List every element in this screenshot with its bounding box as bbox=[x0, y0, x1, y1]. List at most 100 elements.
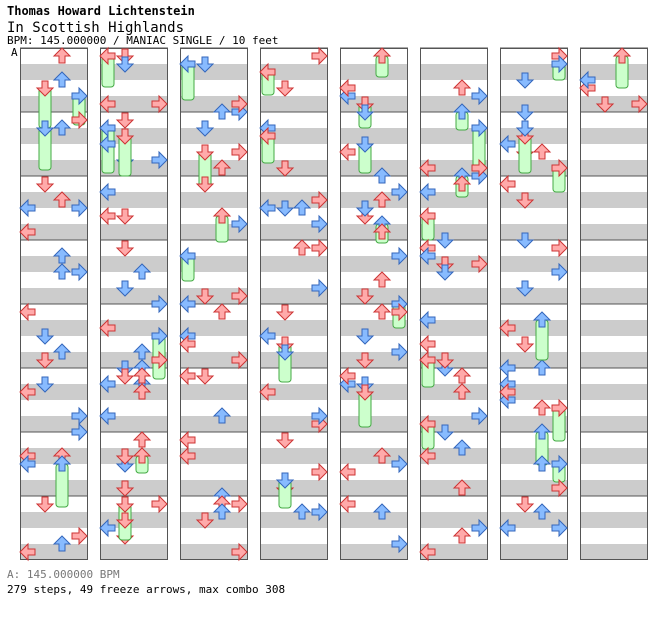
beat-stripe bbox=[260, 256, 328, 272]
step-arrow-right bbox=[71, 110, 88, 130]
step-arrow-down bbox=[515, 232, 535, 249]
step-arrow-down bbox=[515, 280, 535, 297]
beat-stripe bbox=[260, 288, 328, 304]
beat-stripe bbox=[420, 192, 488, 208]
beat-stripe bbox=[340, 160, 408, 176]
step-arrow-right bbox=[231, 494, 248, 514]
step-arrow-up bbox=[372, 447, 392, 464]
beat-stripe bbox=[260, 320, 328, 336]
step-arrow-down bbox=[35, 328, 55, 345]
beat-stripe bbox=[580, 384, 648, 400]
beat-stripe bbox=[20, 480, 88, 496]
beat-stripe bbox=[180, 512, 248, 528]
step-arrow-down bbox=[275, 344, 295, 361]
beat-stripe bbox=[340, 288, 408, 304]
beat-stripe bbox=[180, 192, 248, 208]
step-arrow-left bbox=[499, 382, 516, 402]
step-arrow-left bbox=[259, 198, 276, 218]
bpm-marker: A bbox=[11, 46, 18, 59]
beat-stripe bbox=[180, 384, 248, 400]
beat-stripe bbox=[100, 96, 168, 112]
beat-stripe bbox=[20, 544, 88, 560]
step-arrow-down bbox=[275, 160, 295, 177]
beat-stripe bbox=[580, 160, 648, 176]
step-arrow-left bbox=[99, 134, 116, 154]
column-border bbox=[20, 48, 88, 560]
step-arrow-left bbox=[179, 430, 196, 450]
step-arrow-right bbox=[551, 54, 568, 74]
step-arrow-up bbox=[532, 399, 552, 416]
beat-stripe bbox=[100, 64, 168, 80]
step-arrow-up bbox=[52, 71, 72, 88]
beat-stripe bbox=[260, 448, 328, 464]
step-arrow-up bbox=[532, 503, 552, 520]
beat-stripe bbox=[180, 224, 248, 240]
bpm-line: A: 145.000000 BPM bbox=[7, 568, 120, 581]
beat-stripe bbox=[20, 512, 88, 528]
step-arrow-up bbox=[452, 79, 472, 96]
step-arrow-down bbox=[115, 496, 135, 513]
beat-stripe bbox=[340, 256, 408, 272]
beat-stripe bbox=[420, 352, 488, 368]
step-arrow-right bbox=[71, 198, 88, 218]
step-arrow-right bbox=[71, 86, 88, 106]
step-arrow-right bbox=[71, 262, 88, 282]
beat-stripe bbox=[180, 448, 248, 464]
beat-stripe bbox=[500, 320, 568, 336]
step-arrow-left bbox=[579, 70, 596, 90]
step-arrow-down bbox=[275, 472, 295, 489]
step-arrow-left bbox=[179, 446, 196, 466]
step-arrow-left bbox=[19, 198, 36, 218]
step-arrow-right bbox=[311, 214, 328, 234]
step-arrow-left bbox=[499, 318, 516, 338]
step-arrow-down bbox=[195, 288, 215, 305]
step-arrow-down bbox=[35, 496, 55, 513]
step-arrow-down bbox=[115, 368, 135, 385]
beat-stripe bbox=[420, 416, 488, 432]
beat-stripe bbox=[500, 448, 568, 464]
beat-stripe bbox=[420, 256, 488, 272]
step-arrow-left bbox=[339, 494, 356, 514]
beat-stripe bbox=[340, 544, 408, 560]
step-arrow-left bbox=[499, 518, 516, 538]
beat-stripe bbox=[420, 96, 488, 112]
step-arrow-down bbox=[515, 104, 535, 121]
step-arrow-left bbox=[179, 366, 196, 386]
step-arrow-left bbox=[99, 406, 116, 426]
beat-stripe bbox=[500, 288, 568, 304]
step-arrow-down bbox=[115, 280, 135, 297]
beat-stripe bbox=[100, 416, 168, 432]
beat-stripe bbox=[260, 544, 328, 560]
beat-stripe bbox=[20, 416, 88, 432]
beat-stripe bbox=[260, 64, 328, 80]
step-arrow-up bbox=[52, 263, 72, 280]
step-arrow-left bbox=[99, 318, 116, 338]
step-arrow-up bbox=[532, 143, 552, 160]
step-arrow-up bbox=[212, 103, 232, 120]
beat-stripe bbox=[580, 544, 648, 560]
beat-stripe bbox=[580, 288, 648, 304]
beat-stripe bbox=[420, 288, 488, 304]
step-arrow-right bbox=[471, 406, 488, 426]
step-arrow-left bbox=[179, 294, 196, 314]
step-arrow-up bbox=[52, 343, 72, 360]
step-arrow-up bbox=[452, 479, 472, 496]
step-arrow-down bbox=[275, 304, 295, 321]
step-arrow-left bbox=[99, 518, 116, 538]
step-arrow-right bbox=[151, 294, 168, 314]
step-arrow-right bbox=[311, 278, 328, 298]
beat-stripe bbox=[100, 160, 168, 176]
step-arrow-down bbox=[195, 176, 215, 193]
step-arrow-down bbox=[435, 232, 455, 249]
beat-stripe bbox=[100, 288, 168, 304]
beat-stripe bbox=[340, 384, 408, 400]
beat-stripe bbox=[20, 352, 88, 368]
step-arrow-right bbox=[551, 518, 568, 538]
step-arrow-left bbox=[99, 206, 116, 226]
beat-stripe bbox=[420, 64, 488, 80]
step-arrow-up bbox=[212, 503, 232, 520]
beat-stripe bbox=[260, 352, 328, 368]
step-arrow-right bbox=[231, 286, 248, 306]
step-arrow-right bbox=[551, 478, 568, 498]
beat-stripe bbox=[420, 512, 488, 528]
